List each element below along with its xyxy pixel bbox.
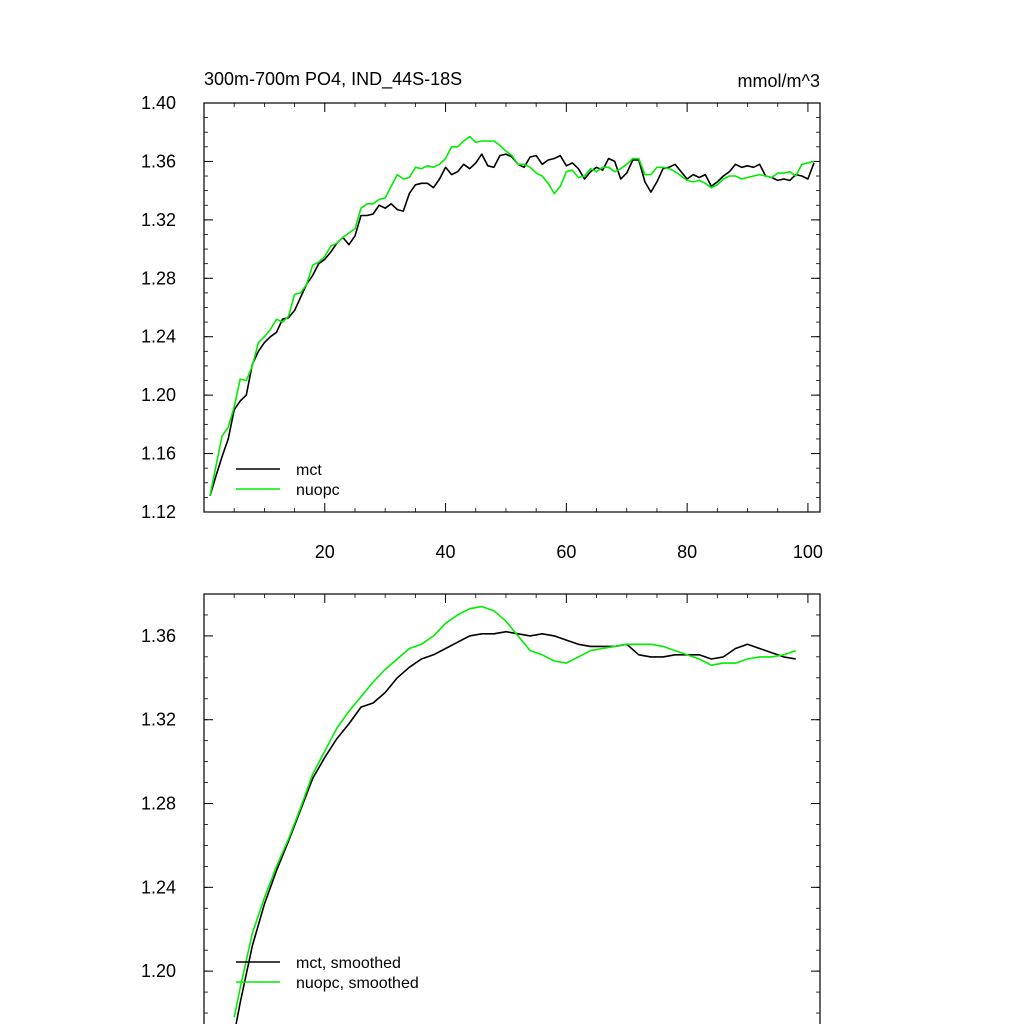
series-line-nuopc-smoothed	[233, 605, 797, 1018]
y-tick-label: 1.36	[141, 151, 176, 171]
x-tick-label: 40	[436, 542, 456, 562]
bottom-panel: 1.20 1.24 1.28 1.32 1.36 mct, smoothed nuopc…	[141, 593, 821, 1024]
y-tick-label: 1.28	[141, 268, 176, 288]
top-panel: 300m-700m PO4, IND_44S-18S mmol/m^3 1.12…	[141, 69, 823, 562]
legend-label-mct: mct	[296, 462, 322, 479]
x-tick-label: 60	[556, 542, 576, 562]
x-tick-label: 20	[315, 542, 335, 562]
x-tick-label: 100	[793, 542, 823, 562]
legend-label-mct-smoothed: mct, smoothed	[296, 955, 401, 972]
y-tick-label: 1.20	[141, 961, 176, 981]
series-line-mct-smoothed	[235, 630, 796, 1024]
y-tick-label: 1.28	[141, 794, 176, 814]
top-series-lines	[209, 135, 815, 497]
x-tick-label: 80	[677, 542, 697, 562]
y-tick-label: 1.24	[141, 327, 176, 347]
y-tick-label: 1.16	[141, 444, 176, 464]
bottom-series-lines	[233, 605, 797, 1024]
series-line-mct	[209, 153, 815, 497]
y-tick-label: 1.12	[141, 502, 176, 522]
top-legend: mct nuopc	[236, 462, 340, 499]
bottom-legend: mct, smoothed nuopc, smoothed	[236, 955, 419, 992]
legend-label-nuopc-smoothed: nuopc, smoothed	[296, 975, 419, 992]
y-tick-label: 1.20	[141, 385, 176, 405]
y-tick-label: 1.36	[141, 626, 176, 646]
series-line-nuopc	[209, 135, 815, 497]
y-tick-label: 1.40	[141, 93, 176, 113]
y-tick-label: 1.24	[141, 877, 176, 897]
y-tick-label: 1.32	[141, 710, 176, 730]
top-axes: 1.12 1.16 1.20 1.24 1.28 1.32 1.36 1.40 20 40 60 80…	[141, 93, 823, 562]
legend-label-nuopc: nuopc	[296, 482, 340, 499]
bottom-plot-frame	[203, 593, 821, 1024]
top-chart-title: 300m-700m PO4, IND_44S-18S	[204, 69, 462, 90]
y-tick-label: 1.32	[141, 210, 176, 230]
top-chart-units: mmol/m^3	[738, 71, 820, 91]
bottom-axes: 1.20 1.24 1.28 1.32 1.36	[141, 593, 820, 1014]
